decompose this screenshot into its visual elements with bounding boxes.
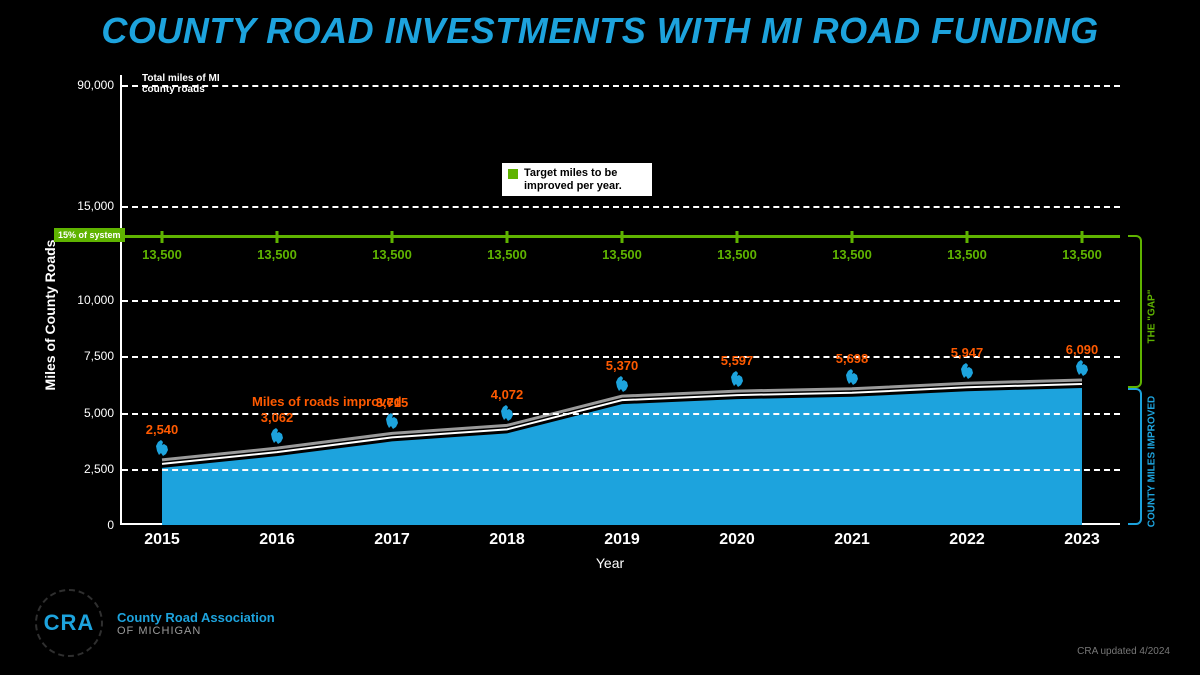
michigan-icon [845,369,859,385]
y-tick-label: 10,000 [54,293,114,307]
gap-bracket-label: THE "GAP" [1147,290,1158,344]
chart-container: Miles of County Roads Target miles to be… [80,75,1140,555]
michigan-icon [615,376,629,392]
target-tick [966,231,969,243]
target-tick [506,231,509,243]
target-tick [851,231,854,243]
target-value-label: 13,500 [717,247,757,262]
y-tick-label: 2,500 [54,462,114,476]
footer-org: County Road Association OF MICHIGAN [117,610,275,637]
data-point-label: 3,062 [261,410,294,425]
x-tick-label: 2016 [259,531,295,549]
y-tick-label: 90,000 [54,78,114,92]
cra-logo: CRA [35,589,103,657]
michigan-icon [960,363,974,379]
x-tick-label: 2020 [719,531,755,549]
data-point-label: 5,370 [606,358,639,373]
target-tick [276,231,279,243]
y-tick-label: 5,000 [54,406,114,420]
total-miles-label: Total miles of MI county roads [142,73,222,95]
target-tick [391,231,394,243]
y-axis-title: Miles of County Roads [42,240,58,391]
target-value-label: 13,500 [832,247,872,262]
grid-line [122,469,1120,471]
y-tick-label: 15,000 [54,199,114,213]
target-value-label: 13,500 [257,247,297,262]
x-tick-label: 2018 [489,531,525,549]
target-legend: Target miles to be improved per year. [502,163,652,196]
improved-bracket-label: COUNTY MILES IMPROVED [1147,396,1158,528]
target-value-label: 13,500 [602,247,642,262]
target-value-label: 13,500 [1062,247,1102,262]
legend-color-square [508,169,518,179]
update-date: CRA updated 4/2024 [1077,646,1170,657]
michigan-icon [730,371,744,387]
michigan-icon [270,428,284,444]
x-tick-label: 2021 [834,531,870,549]
x-tick-label: 2023 [1064,531,1100,549]
x-tick-label: 2015 [144,531,180,549]
y-tick-label: 7,500 [54,349,114,363]
target-tick [1081,231,1084,243]
x-axis-title: Year [596,555,624,571]
footer-org-line2: OF MICHIGAN [117,625,275,637]
x-tick-label: 2017 [374,531,410,549]
target-value-label: 13,500 [372,247,412,262]
data-point-label: 6,090 [1066,342,1099,357]
michigan-icon [1075,360,1089,376]
plot-area: Target miles to be improved per year. Mi… [120,75,1120,525]
target-value-label: 13,500 [947,247,987,262]
footer-org-line1: County Road Association [117,610,275,625]
data-point-label: 5,947 [951,345,984,360]
target-tick [161,231,164,243]
grid-line [122,300,1120,302]
gap-bracket [1128,235,1142,388]
target-tick [736,231,739,243]
cra-logo-text: CRA [44,610,95,636]
data-point-label: 4,072 [491,387,524,402]
data-point-label: 5,597 [721,353,754,368]
target-tick [621,231,624,243]
x-tick-label: 2022 [949,531,985,549]
improved-bracket [1128,388,1142,525]
target-pct-badge: 15% of system [54,228,125,242]
michigan-icon [385,413,399,429]
x-tick-label: 2019 [604,531,640,549]
grid-line [122,85,1120,87]
data-point-label: 3,715 [376,395,409,410]
page-title: COUNTY ROAD INVESTMENTS WITH MI ROAD FUN… [0,0,1200,52]
target-value-label: 13,500 [142,247,182,262]
data-point-label: 2,540 [146,422,179,437]
y-tick-label: 0 [54,518,114,532]
target-legend-text: Target miles to be improved per year. [524,167,622,192]
footer: CRA County Road Association OF MICHIGAN [35,589,275,657]
data-point-label: 5,698 [836,351,869,366]
michigan-icon [155,440,169,456]
grid-line [122,206,1120,208]
michigan-icon [500,405,514,421]
target-value-label: 13,500 [487,247,527,262]
